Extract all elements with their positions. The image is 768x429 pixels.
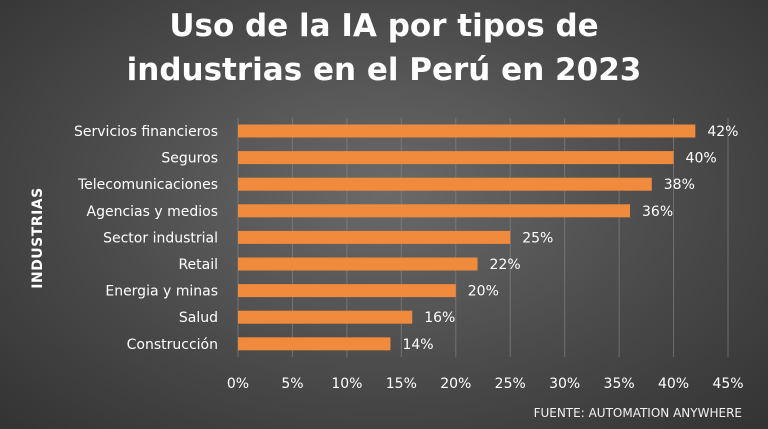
chart-title-line-1: Uso de la IA por tipos de [169, 8, 599, 44]
x-tick-label: 0% [227, 376, 249, 392]
bar-value-label: 16% [424, 310, 455, 326]
bar-value-label: 22% [490, 257, 521, 273]
x-tick-label: 35% [604, 376, 635, 392]
category-label: Seguros [161, 151, 218, 167]
category-label: Telecomunicaciones [77, 177, 218, 193]
bar-value-label: 14% [402, 337, 433, 353]
bar-value-label: 38% [664, 177, 695, 193]
bar-value-label: 40% [686, 151, 717, 167]
bar [238, 257, 478, 271]
x-tick-label: 20% [440, 376, 471, 392]
y-axis-label: INDUSTRIAS [30, 187, 46, 289]
x-tick-label: 30% [549, 376, 580, 392]
category-label: Energia y minas [105, 284, 218, 300]
chart-title: Uso de la IA por tipos de industrias en … [0, 4, 768, 92]
x-tick-label: 5% [281, 376, 303, 392]
category-label: Retail [178, 257, 218, 273]
bar [238, 204, 630, 218]
bar [238, 230, 511, 244]
category-label: Agencias y medios [87, 204, 218, 220]
x-tick-label: 25% [495, 376, 526, 392]
bar [238, 337, 391, 351]
bar [238, 177, 652, 191]
bar-value-label: 25% [522, 230, 553, 246]
x-tick-label: 10% [331, 376, 362, 392]
source-note: FUENTE: AUTOMATION ANYWHERE [533, 406, 742, 420]
bar-value-label: 36% [642, 204, 673, 220]
bar [238, 284, 456, 298]
category-label: Sector industrial [103, 230, 218, 246]
bar [238, 310, 413, 324]
category-label: Servicios financieros [74, 124, 218, 140]
category-label: Salud [179, 310, 218, 326]
x-tick-label: 40% [658, 376, 689, 392]
bar-value-label: 42% [707, 124, 738, 140]
category-label: Construcción [127, 337, 218, 353]
chart-title-line-2: industrias en el Perú en 2023 [126, 52, 642, 88]
bar [238, 124, 696, 138]
bar-value-label: 20% [468, 284, 499, 300]
x-tick-label: 45% [712, 376, 743, 392]
x-tick-label: 15% [386, 376, 417, 392]
bar [238, 151, 674, 165]
